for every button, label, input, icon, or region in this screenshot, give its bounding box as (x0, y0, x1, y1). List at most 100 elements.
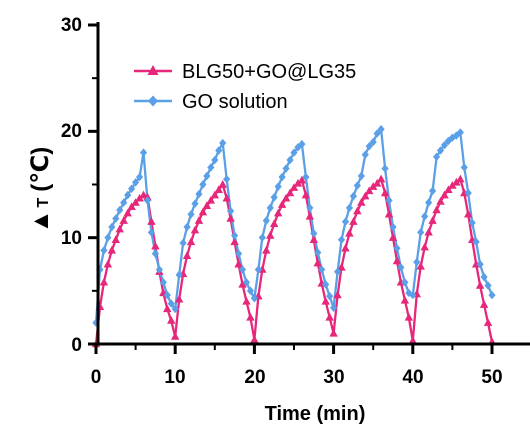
data-point-blg (174, 294, 184, 303)
data-point-go (377, 125, 385, 134)
data-point-blg (392, 256, 402, 265)
data-point-go (425, 198, 433, 207)
data-point-go (405, 288, 413, 298)
data-point-blg (325, 312, 334, 321)
data-point-blg (194, 216, 204, 224)
data-point-blg (293, 178, 303, 187)
data-point-blg (266, 231, 275, 239)
data-point-go (132, 178, 140, 187)
data-point-go (290, 148, 298, 157)
legend-label-go: GO solution (182, 91, 288, 113)
data-point-go (460, 163, 468, 172)
data-point-blg (301, 190, 311, 199)
data-point-go (436, 146, 445, 155)
data-point-blg (416, 261, 425, 270)
data-point-blg (210, 190, 219, 199)
data-point-blg (408, 336, 417, 345)
data-point-go (242, 278, 251, 287)
data-point-go (274, 182, 282, 191)
data-point-blg (214, 185, 223, 194)
data-point-go (179, 238, 187, 248)
data-point-go (310, 229, 318, 238)
x-tick-labels: 0 10 20 30 40 50 (91, 367, 503, 388)
data-point-go (440, 140, 449, 150)
data-point-blg (369, 182, 378, 190)
data-point-blg (444, 185, 453, 194)
data-point-go (456, 128, 464, 137)
x-axis-title: Time (min) (265, 403, 366, 425)
data-point-go (183, 222, 191, 232)
data-point-blg (353, 206, 362, 215)
data-point-go (314, 248, 322, 257)
data-point-go (337, 235, 346, 244)
data-point-go (476, 260, 484, 269)
data-point-go (211, 155, 219, 165)
data-point-blg (222, 193, 231, 202)
data-point-go (432, 152, 441, 162)
data-point-blg (127, 202, 136, 211)
data-point-go (341, 217, 350, 226)
data-point-go (322, 280, 330, 289)
data-point-blg (273, 208, 283, 217)
data-point-go (472, 237, 480, 247)
data-point-go (262, 216, 270, 225)
legend-marker-blg (147, 65, 159, 75)
svg-text:▲T(℃): ▲ T (℃) (27, 147, 54, 234)
data-point-blg (313, 258, 322, 267)
data-point-blg (448, 181, 457, 189)
data-point-go (104, 233, 112, 242)
data-point-blg (111, 235, 120, 243)
data-point-go (139, 148, 148, 157)
data-point-go (488, 290, 496, 300)
data-point-blg (365, 186, 374, 195)
data-point-blg (432, 205, 441, 214)
data-point-blg (167, 316, 176, 324)
data-point-go (135, 172, 144, 182)
data-point-go (100, 246, 108, 255)
data-point-go (397, 263, 405, 272)
data-point-blg (380, 188, 390, 197)
data-point-go (345, 203, 354, 213)
data-point-go (294, 143, 302, 152)
data-point-go (112, 214, 120, 223)
data-point-blg (285, 188, 295, 197)
data-point-go (357, 171, 365, 181)
data-point-go (318, 265, 326, 274)
data-point-go (429, 186, 437, 196)
data-point-blg (202, 201, 212, 209)
y-axis-title-symbol: ▲ (27, 210, 54, 234)
data-point-go (448, 133, 456, 142)
data-point-blg (483, 318, 493, 326)
data-point-go (409, 290, 417, 300)
data-point-go (306, 203, 314, 213)
data-point-go (413, 257, 421, 267)
data-point-blg (475, 281, 485, 289)
data-point-go (124, 190, 132, 200)
data-point-blg (218, 180, 227, 188)
y-axis-title-unit: (℃) (27, 147, 54, 192)
legend-label-blg: BLG50+GO@LG35 (182, 61, 356, 83)
data-point-blg (400, 295, 410, 304)
data-point-blg (289, 183, 299, 191)
data-point-blg (345, 228, 354, 237)
data-point-blg (357, 198, 366, 206)
data-point-blg (186, 237, 196, 246)
x-tick-label: 30 (323, 367, 344, 388)
data-point-go (128, 184, 136, 193)
data-point-blg (190, 225, 200, 234)
data-point-go (330, 303, 338, 313)
data-point-blg (436, 197, 445, 205)
data-point-blg (238, 279, 247, 288)
y-axis-title: ▲ T (℃) (27, 147, 54, 234)
data-point-blg (119, 216, 128, 224)
y-tick-labels: 0 10 20 30 (61, 15, 82, 356)
data-point-go (151, 249, 159, 258)
legend: BLG50+GO@LG35 GO solution (134, 61, 356, 113)
data-point-go (282, 164, 290, 173)
data-point-blg (372, 178, 382, 187)
y-axis-title-letter: T (35, 198, 52, 208)
data-point-go (373, 129, 381, 138)
data-point-blg (440, 190, 449, 199)
data-point-go (278, 172, 286, 182)
